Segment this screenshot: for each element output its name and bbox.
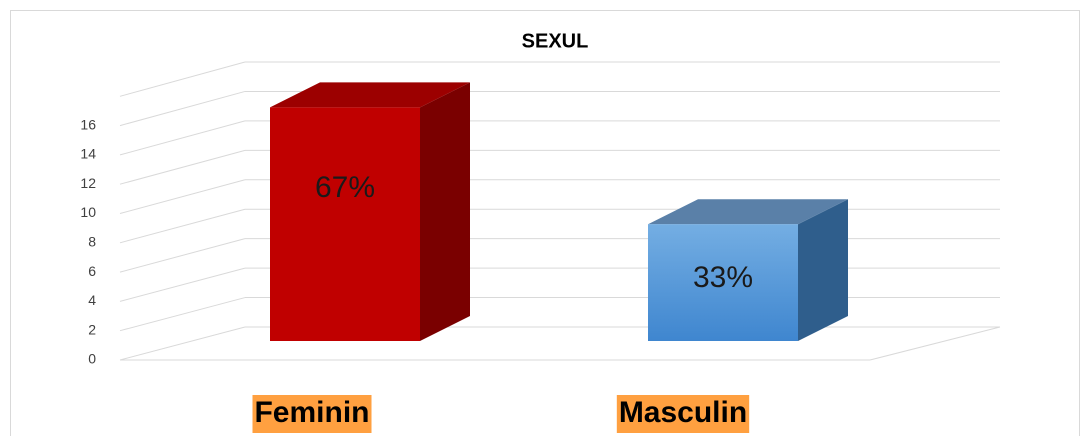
grid-side	[119, 297, 246, 332]
y-tick-label: 10	[80, 204, 96, 220]
bar-top	[648, 199, 848, 225]
chart-frame	[10, 10, 1080, 441]
grid-side	[119, 238, 246, 273]
y-tick-label: 8	[88, 234, 96, 250]
grid-side	[119, 120, 246, 156]
chart-title: SEXUL	[522, 30, 589, 52]
bar	[648, 199, 848, 341]
grid-side	[119, 179, 246, 214]
bar-top	[270, 82, 470, 108]
y-tick-label: 14	[80, 146, 96, 162]
grid-side	[119, 326, 246, 361]
grid-side	[119, 149, 246, 185]
grid-side	[119, 90, 246, 127]
bar-side	[420, 82, 470, 342]
bar-side	[798, 199, 848, 341]
x-category-label: Masculin	[619, 396, 747, 429]
category-highlight	[252, 395, 372, 433]
wall-edge	[119, 61, 246, 97]
grid-side	[119, 267, 246, 302]
y-tick-label: 12	[80, 175, 96, 191]
bar-front	[270, 107, 420, 342]
grid-side	[119, 208, 246, 244]
y-tick-label: 0	[88, 351, 96, 367]
y-tick-label: 2	[88, 321, 96, 337]
y-tick-label: 4	[88, 292, 96, 308]
bar-annotation: 67%	[315, 171, 375, 204]
bar-front	[648, 224, 798, 341]
bar	[270, 82, 470, 342]
y-tick-label: 6	[88, 263, 96, 279]
x-category-label: Feminin	[254, 396, 369, 429]
bar-annotation: 33%	[693, 261, 753, 294]
category-highlight	[616, 395, 750, 433]
y-tick-label: 16	[80, 116, 96, 132]
floor-edge	[869, 326, 1001, 361]
